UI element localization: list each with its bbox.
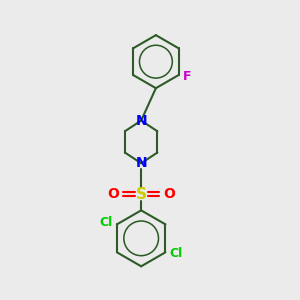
Text: O: O [107, 187, 119, 201]
Text: O: O [163, 187, 175, 201]
Text: Cl: Cl [99, 216, 112, 230]
Text: Cl: Cl [170, 247, 183, 260]
Text: N: N [135, 156, 147, 170]
Text: S: S [136, 187, 147, 202]
Text: F: F [183, 70, 192, 83]
Text: N: N [135, 114, 147, 128]
